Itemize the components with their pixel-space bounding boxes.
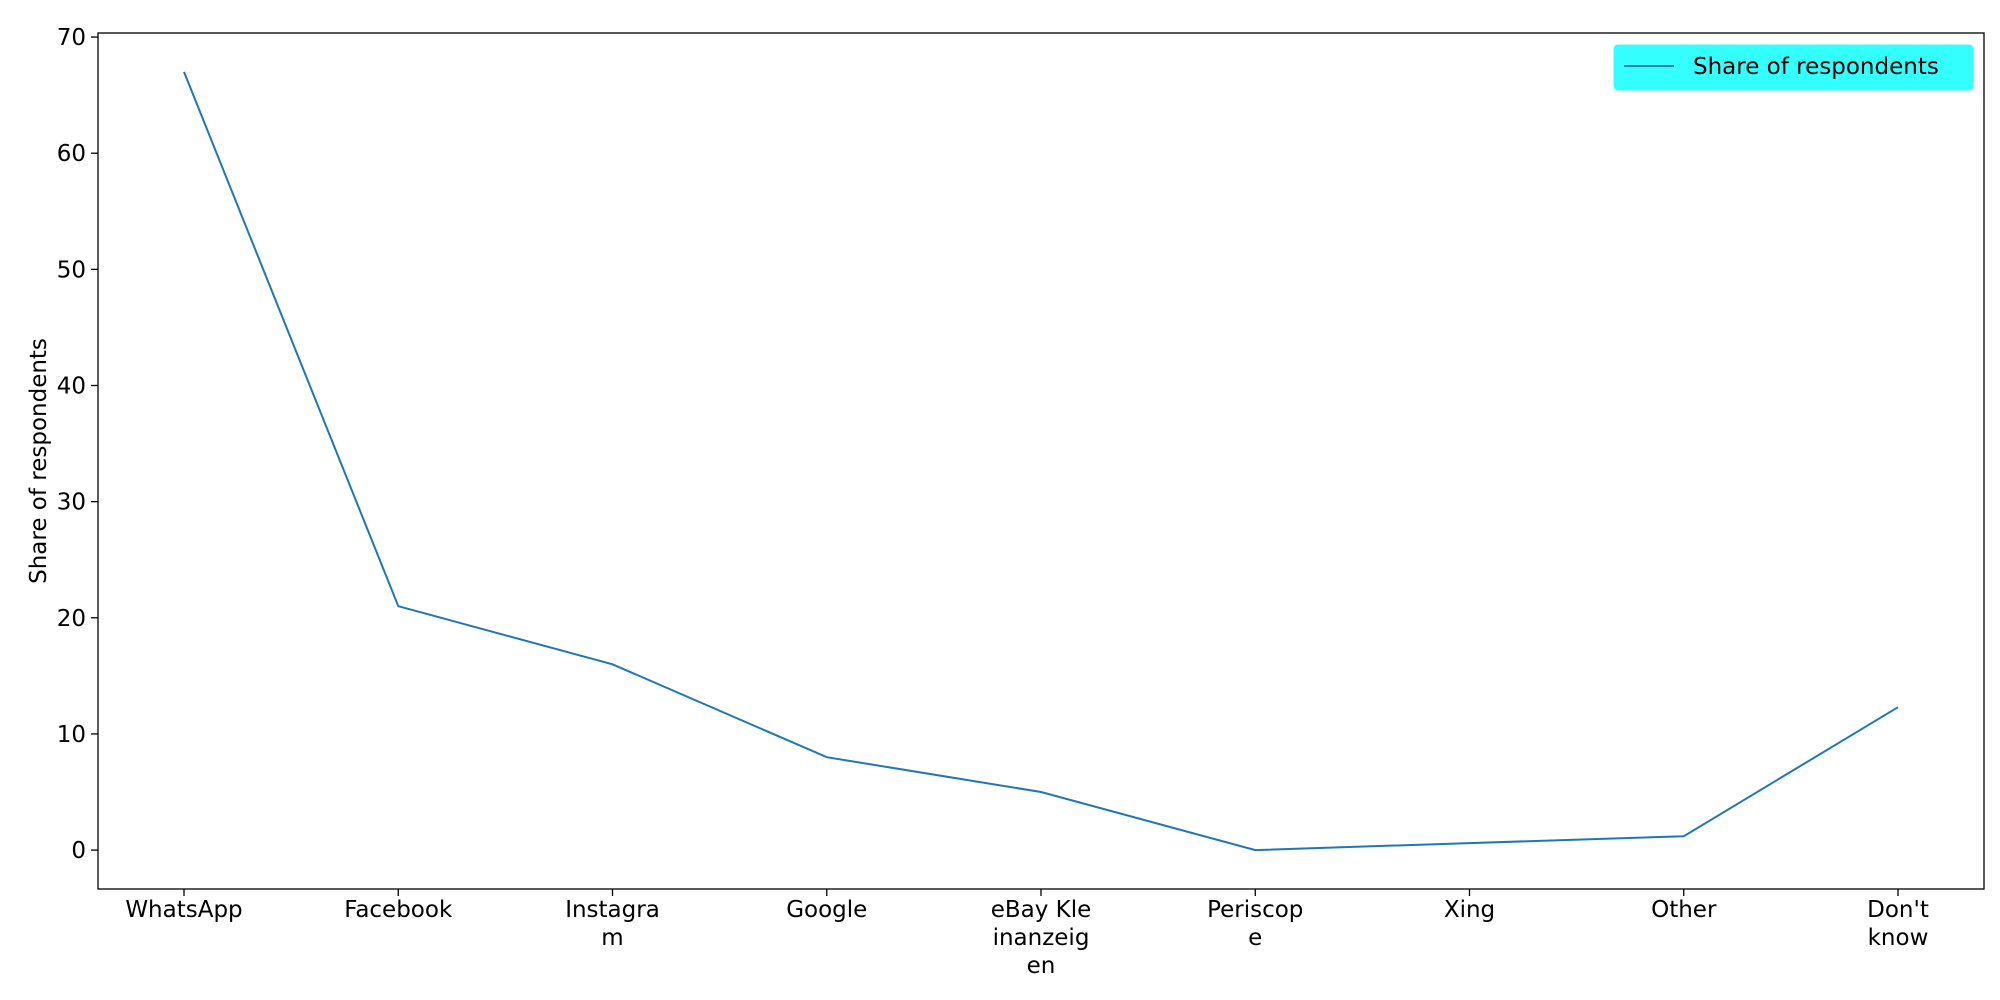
- data-point: [611, 662, 615, 666]
- legend-entry-share-of-respondents: Share of respondents: [1693, 54, 1939, 80]
- y-tick-label: 70: [57, 25, 86, 51]
- data-point: [1039, 790, 1043, 794]
- data-point: [1468, 841, 1472, 845]
- x-tick-label: Facebook: [344, 897, 453, 923]
- legend: Share of respondents: [1613, 44, 1974, 91]
- data-point: [825, 755, 829, 759]
- x-tick-label: Instagra m: [565, 897, 660, 951]
- y-tick-label: 40: [57, 374, 86, 400]
- x-tick-label: WhatsApp: [125, 897, 242, 923]
- y-tick-label: 50: [57, 257, 86, 283]
- x-tick-label: Other: [1651, 897, 1717, 923]
- series-line-share-of-respondents: [183, 71, 1899, 852]
- x-tick-label: Xing: [1444, 897, 1495, 923]
- x-tick-label: Don't know: [1867, 897, 1929, 951]
- data-point: [1896, 705, 1900, 709]
- data-point: [1253, 848, 1257, 852]
- y-tick-label: 10: [57, 722, 86, 748]
- data-point: [396, 604, 400, 608]
- x-tick-label: eBay Kle inanzeig en: [991, 897, 1092, 979]
- y-axis-label: Share of respondents: [26, 338, 52, 584]
- plot-area: [98, 33, 1984, 889]
- x-axis: WhatsApp Facebook Instagra m Google eBay Kle i…: [125, 889, 1929, 979]
- y-axis: 0 10 20 30 40 50 60 70: [57, 25, 98, 864]
- data-point: [1682, 834, 1686, 838]
- plot-frame: [97, 32, 1985, 890]
- y-tick-label: 30: [57, 490, 86, 516]
- x-tick-label: Periscop e: [1207, 897, 1303, 951]
- y-tick-label: 60: [57, 141, 86, 167]
- y-tick-label: 0: [71, 838, 86, 864]
- data-point: [182, 70, 186, 74]
- legend-box: [1613, 44, 1974, 91]
- x-tick-label: Google: [786, 897, 867, 923]
- y-tick-label: 20: [57, 606, 86, 632]
